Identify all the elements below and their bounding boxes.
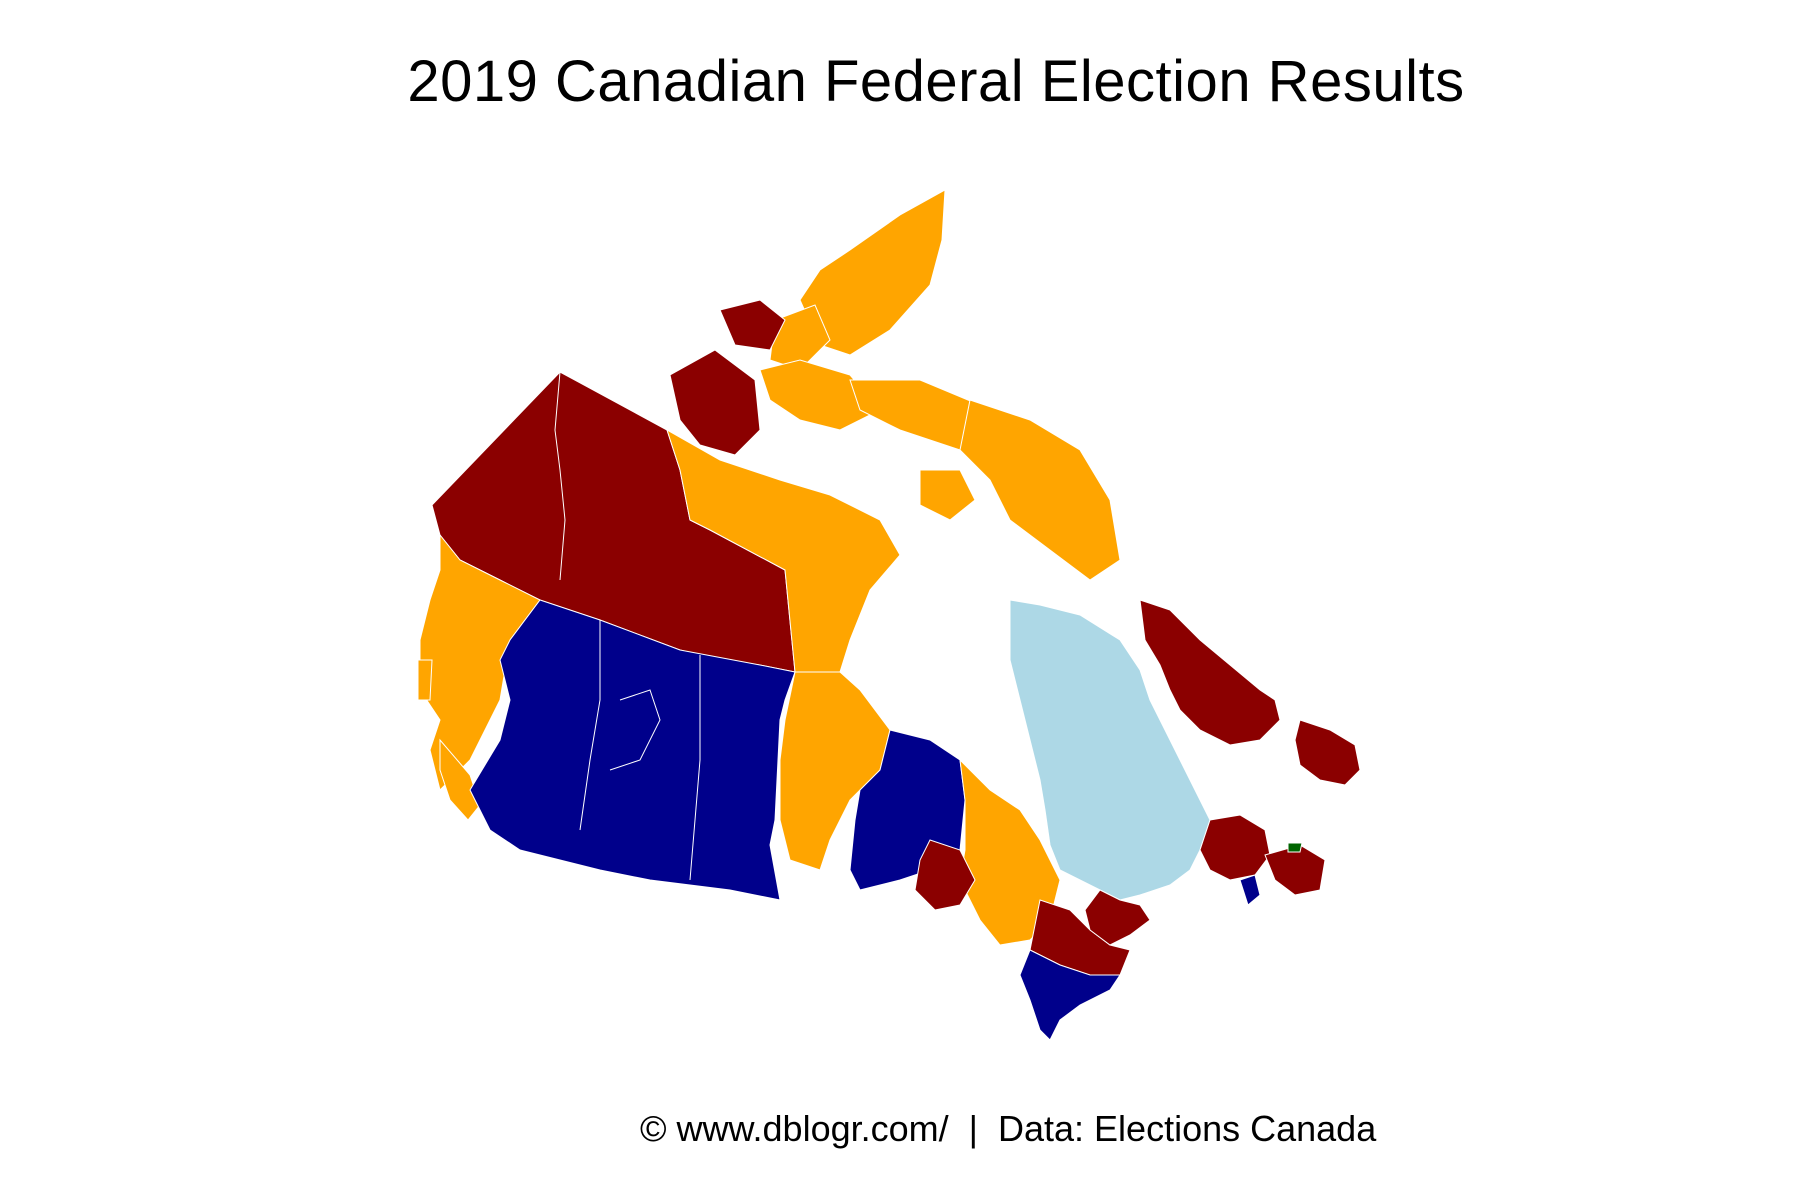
bc-ab-border [579, 620, 601, 831]
bc-north-coast [419, 533, 541, 791]
banks-island [669, 349, 761, 456]
bc-interior-ab-sk [469, 599, 796, 901]
western-arctic-islands [669, 299, 786, 456]
southern-ontario [1019, 949, 1121, 1041]
victoria-island-region [759, 359, 881, 431]
quebec [1009, 599, 1211, 901]
haida-gwaii [417, 659, 433, 701]
axel-heiberg-island [769, 304, 831, 371]
northern-ontario [959, 758, 1061, 946]
nb-conservative [1239, 874, 1261, 906]
vancouver-island [439, 738, 481, 821]
riding-lines-prairies [609, 689, 661, 771]
prince-patrick-island [719, 299, 786, 351]
arctic-islands [759, 189, 1121, 581]
nunavut-mainland [666, 428, 901, 673]
ontario-liberal-north [914, 839, 976, 911]
map-credit: © www.dblogr.com/ | Data: Elections Cana… [640, 1108, 1377, 1149]
new-brunswick [1199, 814, 1271, 881]
yukon-nwt-border [554, 371, 566, 581]
manitoba [779, 671, 891, 871]
quebec-liberal-south [1084, 889, 1151, 946]
southampton-island [919, 469, 976, 521]
map-title: 2019 Canadian Federal Election Results [407, 49, 1465, 114]
ellesmere-island [799, 189, 946, 356]
baffin-island [959, 399, 1121, 581]
pei [1287, 842, 1303, 853]
newfoundland [1294, 719, 1361, 786]
ab-sk-border [689, 655, 701, 881]
labrador [1139, 599, 1281, 746]
